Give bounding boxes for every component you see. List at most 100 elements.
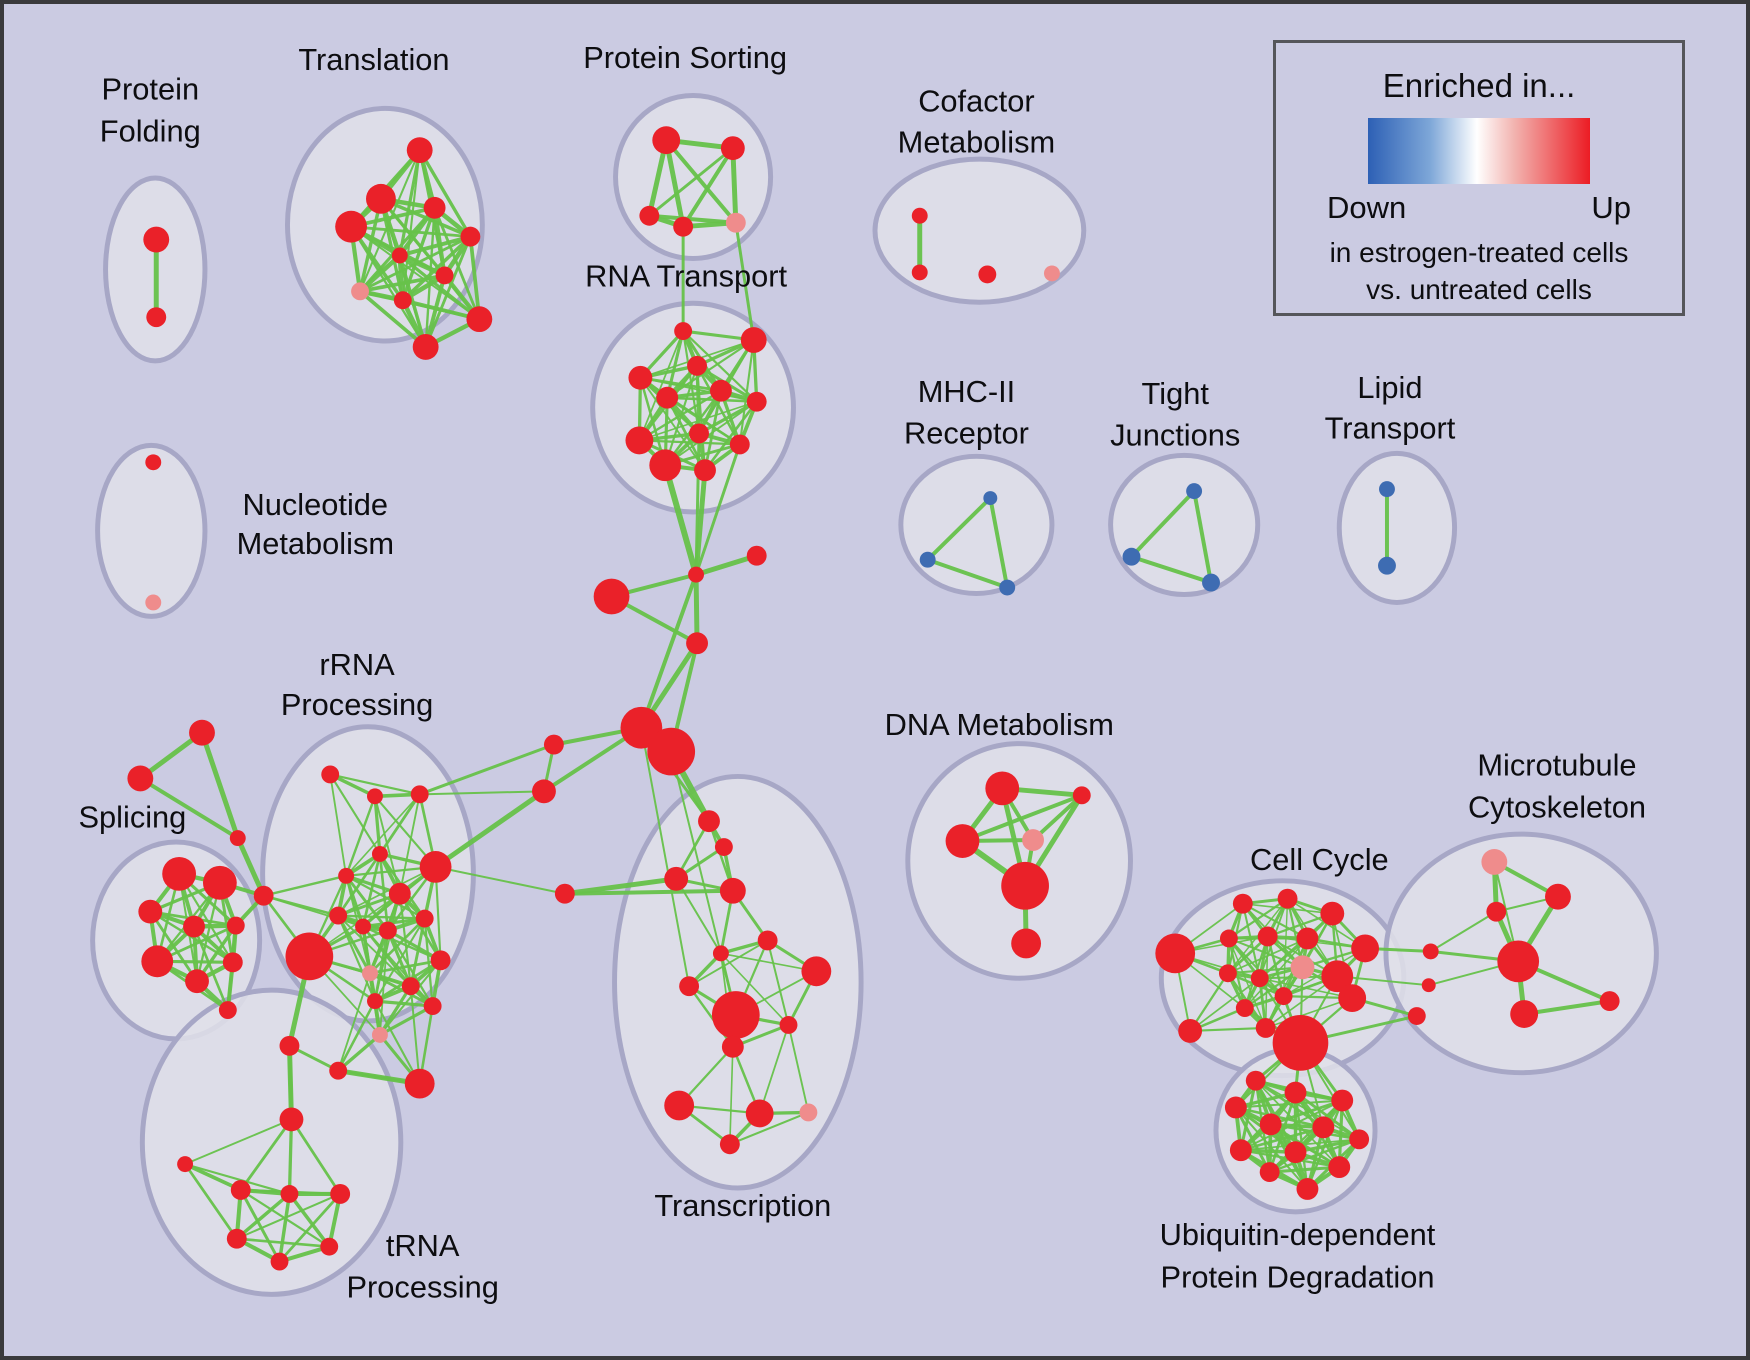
trna-processing-label: Processing [346,1270,498,1305]
lipid-transport-label: Lipid [1357,370,1422,405]
rrna-processing-node [419,850,452,883]
edge [640,726,691,988]
edge [183,1162,239,1241]
microtubule-cytoskeleton-node [1481,849,1508,875]
legend-subtitle-line2: vs. untreated cells [1366,274,1592,305]
tight-junctions-ellipse [1108,452,1261,597]
transcription-node [801,956,832,987]
edge [694,442,742,577]
splicing-node [226,916,245,935]
rrna-processing-label: Processing [281,687,433,722]
rrna-processing-node [410,785,429,804]
dna-metabolism-node [1022,829,1044,851]
splicing-node [183,915,205,938]
transcription-node [698,810,720,833]
edge [1189,1026,1267,1032]
trna-processing-node [230,1180,251,1200]
rrna-processing-node [415,909,434,928]
rrna-processing-node [404,1068,435,1099]
edge [682,329,758,403]
edge [337,866,437,917]
enrichment-map: Protein Folding Translation Protein Sorting… [78,40,1659,1305]
trna-processing-node [330,1184,351,1204]
rna-transport-node [740,327,767,353]
translation-node [460,226,481,247]
edge [662,462,700,578]
edge [378,792,422,856]
transcription-node [664,1090,695,1121]
protein-sorting-ellipse [613,92,774,261]
legend-up-label: Up [1591,190,1631,225]
edge [1268,1165,1341,1174]
ubiquitin-degradation-node [1312,1116,1335,1139]
edge [434,865,566,895]
nucleotide-metabolism-node [145,594,162,611]
microtubule-cytoskeleton-node [1599,991,1620,1012]
translation-node [423,196,446,219]
microtubule-cytoskeleton-node [1407,1007,1426,1025]
edge [379,929,389,1036]
legend-title: Enriched in... [1382,67,1576,104]
translation-node [466,306,493,333]
edge [329,773,348,877]
edge [665,329,685,400]
edge [666,338,755,399]
edge [1522,999,1612,1017]
edge [1234,1099,1344,1109]
edge [638,389,723,442]
rna-transport-node [674,322,693,341]
edge [647,146,735,218]
rrna-processing-node [371,1026,388,1043]
edge [400,298,482,322]
edge [925,496,993,562]
ubiquitin-degradation-node [1296,1178,1319,1200]
edge [693,553,760,578]
edge [358,289,428,349]
trna-processing-node [270,1252,289,1271]
rna-transport-node [687,355,707,376]
ubiquitin-degradation-node [1331,1089,1354,1112]
transcription-node [712,945,729,962]
tight-junctions-label: Tight [1142,376,1210,411]
edge [670,750,737,1017]
transcription-node [664,866,689,891]
edge [728,1111,810,1146]
edge [418,743,556,796]
microtubule-cytoskeleton-node [1497,940,1540,983]
edge [358,197,383,294]
rrna-processing-node [362,965,378,982]
transcription-node [745,1099,774,1128]
edge [337,914,377,1003]
cell-cycle-label: Cell Cycle [1250,842,1389,877]
edge [183,1162,243,1192]
edge [720,952,790,1026]
tight-junctions-node [1202,573,1220,592]
ubiquitin-degradation-node [1224,1096,1247,1119]
tight-junctions-node [1186,483,1203,500]
cofactor-metabolism-label: Cofactor [918,84,1034,119]
edge [758,1024,790,1115]
edge [336,1033,382,1073]
transcription-node [799,1103,818,1122]
edge [345,793,421,877]
edge [286,1043,294,1122]
rna-transport-node [694,459,716,482]
rna-transport-node [729,434,750,455]
connectors-node [647,727,696,776]
rrna-processing-node [423,997,442,1016]
edge [336,999,377,1072]
edge [192,925,230,1012]
rrna-processing-node [329,906,348,925]
cell-cycle-node [1290,955,1315,980]
edge [1129,554,1214,585]
cofactor-metabolism-label: Metabolism [898,124,1055,159]
edge [368,917,426,975]
edge [729,1046,734,1146]
edge [418,790,545,796]
trna-processing-node [320,1237,339,1256]
edge [1227,897,1289,940]
connectors-node [746,545,767,566]
cell-cycle-node [1321,960,1354,993]
edge [1239,1126,1325,1152]
